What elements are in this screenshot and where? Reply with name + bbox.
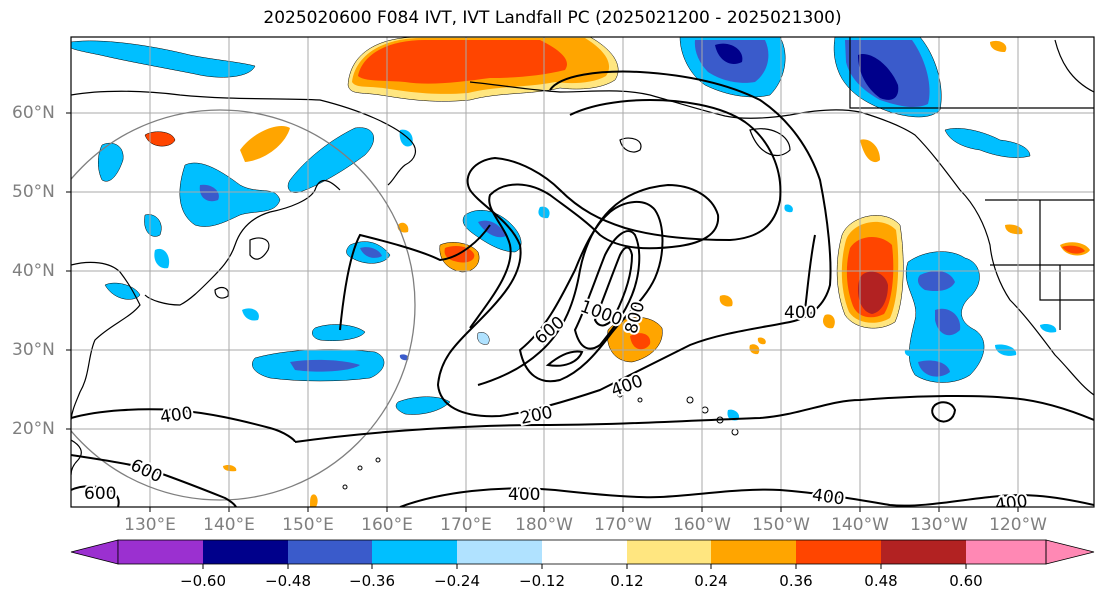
colorbar-tick-label: −0.24 [434, 572, 480, 590]
colorbar-tick-label: 0.24 [694, 572, 728, 590]
colorbar-extend-low [70, 539, 119, 565]
contour-label: 400 [994, 491, 1029, 515]
lon-label: 170°W [594, 515, 652, 535]
map-canvas: 600 1000 800 400 200 400 400 600 600 400… [71, 37, 1094, 515]
lon-label: 150°E [282, 515, 334, 535]
colorbar-tick-label: −0.48 [265, 572, 311, 590]
colorbar-segment [542, 540, 627, 564]
colorbar-tick-label: −0.60 [180, 572, 226, 590]
lon-label: 180°W [515, 515, 573, 535]
negative-anomaly-shading [71, 37, 1057, 421]
lon-label: 140°W [831, 515, 889, 535]
contour-label: 600 [84, 484, 116, 504]
lon-label: 130°W [910, 515, 968, 535]
colorbar-segment [203, 540, 288, 564]
colorbar-segment [288, 540, 372, 564]
lon-label: 140°E [203, 515, 255, 535]
contour-label: 400 [508, 485, 540, 505]
colorbar-segment [372, 540, 457, 564]
lat-label: 40°N [12, 261, 55, 281]
lat-label: 20°N [12, 419, 55, 439]
colorbar [70, 539, 1095, 569]
colorbar-segment [118, 540, 203, 564]
range-circle [71, 109, 416, 501]
colorbar-segment [711, 540, 796, 564]
colorbar-segment [796, 540, 881, 564]
colorbar-segment [627, 540, 711, 564]
lat-label: 30°N [12, 340, 55, 360]
colorbar-tick-label: 0.60 [949, 572, 983, 590]
colorbar-extend-high [1045, 539, 1095, 565]
colorbar-tick-label: 0.12 [610, 572, 644, 590]
lon-label: 130°E [124, 515, 176, 535]
colorbar-tick-label: 0.36 [779, 572, 813, 590]
lat-label: 60°N [12, 103, 55, 123]
contour-label: 400 [811, 485, 846, 509]
lon-label: 150°W [752, 515, 810, 535]
map-frame [70, 36, 1095, 508]
lat-label: 50°N [12, 182, 55, 202]
positive-anomaly-shading [144, 37, 1090, 507]
lon-label: 160°E [361, 515, 413, 535]
colorbar-tick-label: −0.12 [519, 572, 565, 590]
colorbar-tick-label: −0.36 [349, 572, 395, 590]
axis-ticks [66, 112, 1019, 512]
ivt-contours [71, 70, 1094, 507]
lon-label: 160°W [673, 515, 731, 535]
colorbar-segment [881, 540, 966, 564]
contour-label: 400 [784, 303, 816, 323]
islands [342, 392, 739, 490]
graticule [71, 37, 1094, 507]
colorbar-segment [457, 540, 542, 564]
colorbar-segment [966, 540, 1046, 564]
colorbar-tick-label: 0.48 [864, 572, 898, 590]
lon-label: 120°W [989, 515, 1047, 535]
map-title: 2025020600 F084 IVT, IVT Landfall PC (20… [263, 8, 842, 28]
lon-label: 170°E [440, 515, 492, 535]
